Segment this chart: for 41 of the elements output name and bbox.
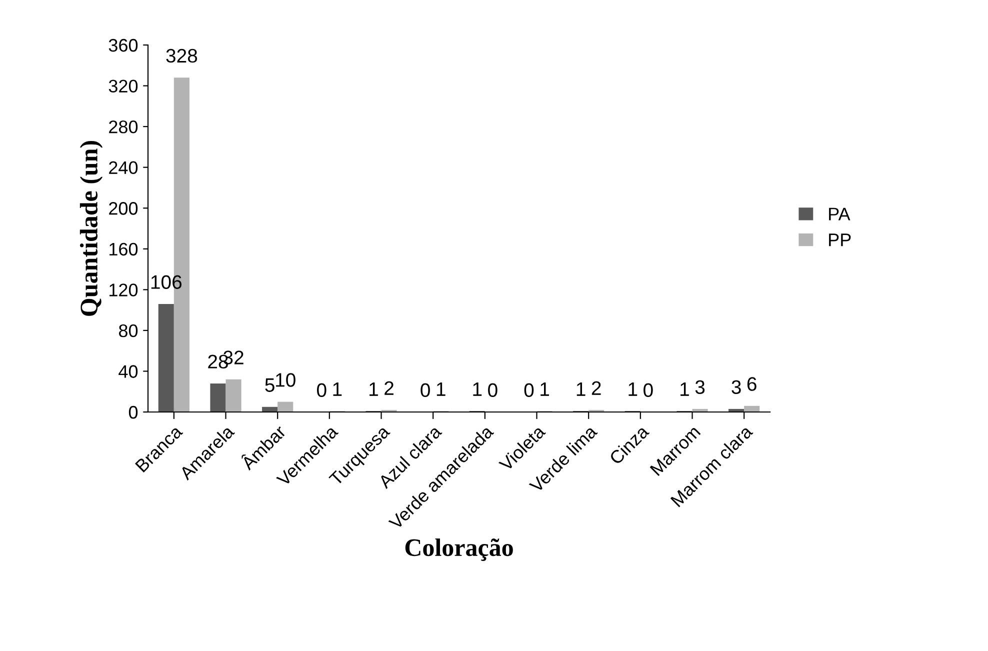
data-label: 328: [166, 48, 198, 63]
data-label: 0: [420, 383, 430, 398]
bar: [278, 402, 294, 412]
data-label: 6: [747, 377, 756, 391]
data-label: 3: [732, 380, 741, 394]
y-tick-label: 160: [110, 242, 138, 256]
y-tick-label: 200: [109, 202, 138, 215]
y-tick-label: 120: [110, 284, 138, 296]
bar: [226, 379, 242, 412]
data-label: 2: [592, 381, 601, 395]
data-label: 1: [628, 382, 638, 396]
bar: [210, 383, 226, 412]
bar: [744, 406, 760, 412]
y-tick-label: 360: [108, 38, 138, 52]
data-label: 1: [436, 382, 446, 396]
y-tick-label: 80: [118, 324, 138, 338]
data-label: 1: [680, 382, 689, 396]
y-tick-label: 40: [118, 365, 138, 378]
data-label: 10: [276, 373, 296, 387]
bar: [158, 304, 174, 412]
y-tick-label: 0: [128, 406, 138, 419]
data-label: 2: [384, 381, 394, 395]
y-tick-label: 320: [108, 80, 138, 92]
x-axis-title: Coloração: [405, 538, 513, 561]
legend-label: PP: [829, 234, 851, 246]
data-label: 0: [644, 383, 653, 398]
legend-label: PA: [829, 208, 850, 220]
data-label: 0: [524, 383, 534, 398]
data-label: 0: [488, 383, 498, 398]
y-tick-label: 240: [109, 161, 138, 174]
data-label: 1: [370, 382, 378, 396]
data-label: 0: [316, 383, 326, 398]
data-label: 1: [333, 382, 342, 396]
data-label: 106: [151, 275, 182, 289]
data-label: 5: [265, 378, 274, 392]
data-label: 1: [473, 382, 482, 396]
data-label: 1: [540, 382, 549, 396]
data-label: 3: [695, 380, 705, 394]
data-label: 1: [576, 382, 586, 396]
y-tick-label: 280: [109, 120, 138, 134]
y-axis-title: Quantidade (un): [80, 141, 103, 316]
